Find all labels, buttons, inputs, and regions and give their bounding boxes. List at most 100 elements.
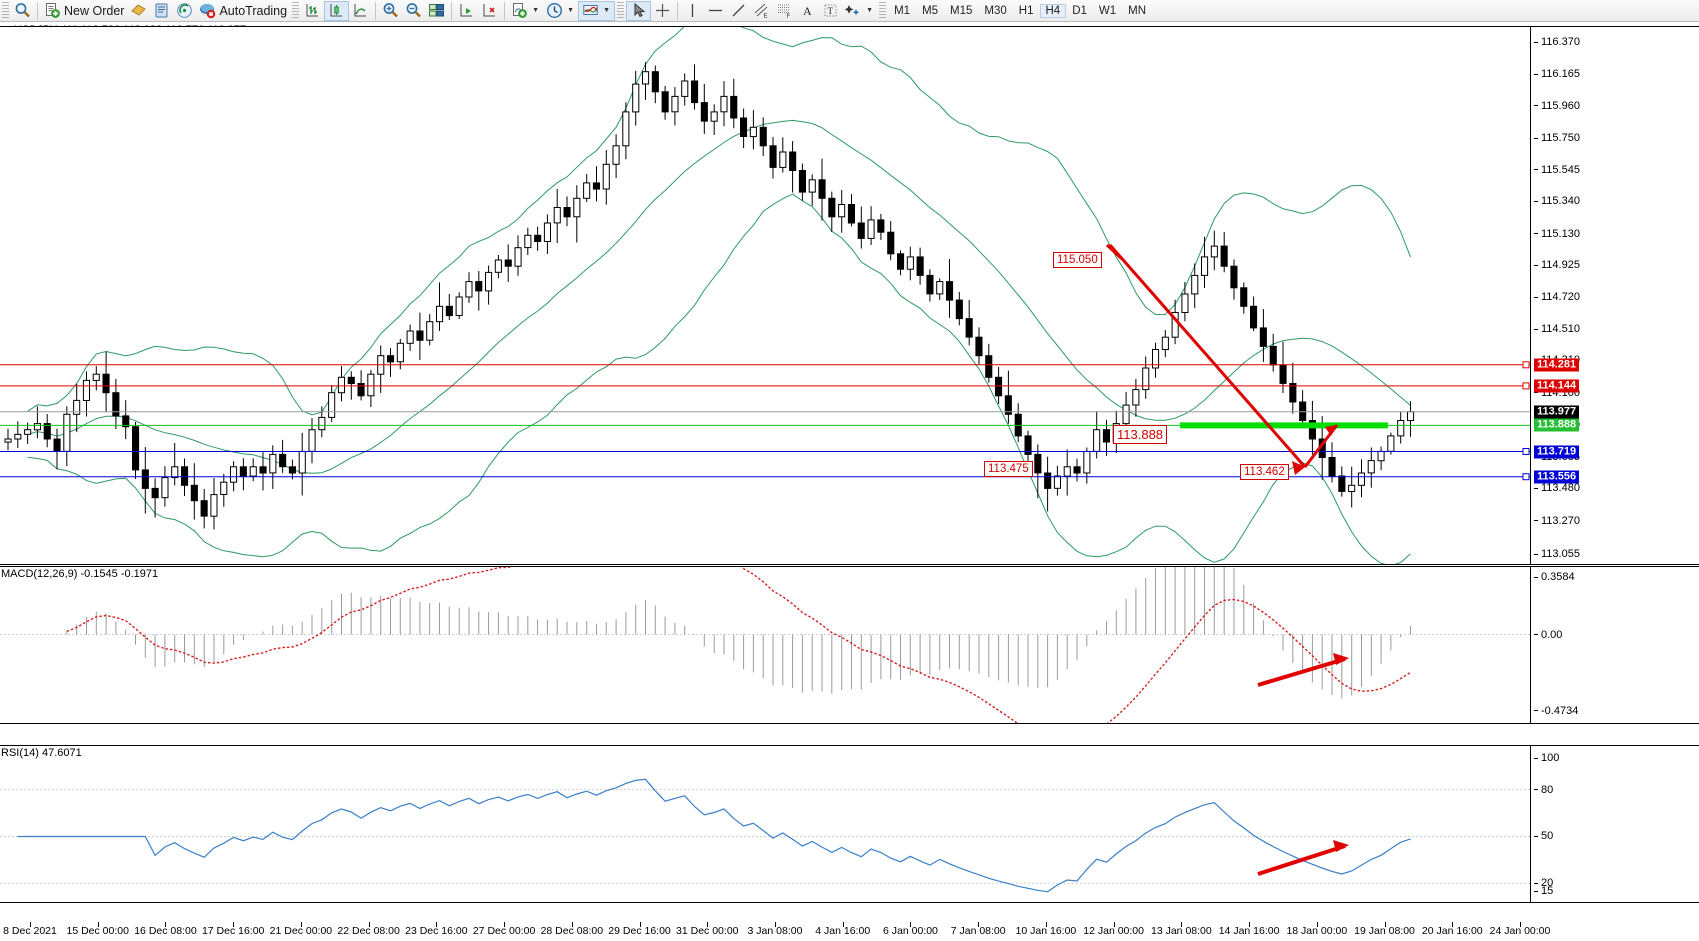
shapes-chevron-down-icon[interactable]: ▼	[866, 7, 874, 14]
trendline-button[interactable]	[727, 1, 750, 21]
templates-chevron-down-icon[interactable]: ▼	[603, 7, 611, 14]
time-label: 4 Jan 16:00	[815, 925, 871, 937]
swing-low-right-label[interactable]: 113.462	[1240, 464, 1289, 480]
macd-tick: -0.4734	[1534, 705, 1578, 717]
shapes-button[interactable]: ▼	[842, 1, 877, 21]
text-label-icon: T	[822, 2, 839, 19]
support-line-price-label[interactable]: 113.888	[1534, 418, 1580, 432]
timeframe-mn[interactable]: MN	[1128, 4, 1147, 17]
metaeditor-button[interactable]	[150, 1, 173, 21]
toolbar-separator-3	[451, 1, 453, 20]
price-plot-area[interactable]	[0, 27, 1699, 564]
chart-shift-button[interactable]	[455, 1, 478, 21]
macd-tick: 0.00	[1534, 629, 1562, 641]
blue-line-2-price-label[interactable]: 113.556	[1534, 470, 1580, 484]
fibonacci-button[interactable]: F	[773, 1, 796, 21]
cursor-button[interactable]	[626, 0, 652, 21]
timeframe-m15[interactable]: M15	[950, 4, 973, 17]
timeframe-m30[interactable]: M30	[984, 4, 1007, 17]
macd-tick: 0.3584	[1534, 571, 1575, 583]
swing-low-left-label[interactable]: 113.475	[984, 461, 1033, 477]
time-label: 31 Dec 00:00	[676, 925, 739, 937]
time-label: 7 Jan 08:00	[950, 925, 1006, 937]
blue-line-1-price-label[interactable]: 113.719	[1534, 445, 1580, 458]
toolbar-grip-4[interactable]	[879, 1, 887, 20]
macd-pane[interactable]: MACD(12,26,9) -0.1545 -0.1971 0.3584 0.00…	[0, 566, 1699, 724]
toolbar-separator-4	[504, 1, 506, 20]
rsi-tick: 50	[1534, 830, 1553, 842]
indicators-chevron-down-icon[interactable]: ▼	[532, 7, 540, 14]
time-tick	[1181, 922, 1183, 927]
timeframe-h1[interactable]: H1	[1018, 4, 1034, 17]
horizontal-line-button[interactable]	[704, 1, 727, 21]
svg-text:E: E	[764, 14, 768, 20]
candlestick-chart-icon	[328, 2, 345, 19]
time-label: 17 Dec 16:00	[201, 925, 265, 937]
auto-scroll-button[interactable]	[478, 1, 501, 21]
new-order-button[interactable]: New Order	[41, 1, 127, 21]
rsi-tick: 100	[1534, 752, 1559, 764]
time-tick	[910, 922, 912, 927]
toolbar-grip-3[interactable]	[617, 1, 625, 20]
time-tick	[165, 922, 167, 927]
resistance-line-price-label[interactable]: 114.281	[1534, 358, 1580, 372]
resistance-line-price-label[interactable]: 114.144	[1534, 379, 1580, 393]
price-axis-line	[1530, 27, 1531, 564]
time-tick	[1113, 922, 1115, 927]
time-label: 23 Dec 16:00	[405, 925, 468, 937]
zoom-tool-left-icon[interactable]	[11, 1, 34, 21]
autotrading-button[interactable]: AutoTrading	[196, 1, 290, 21]
rsi-pane[interactable]: RSI(14) 47.6071 100 80 50 20 15	[0, 745, 1699, 903]
zoom-in-button[interactable]	[379, 1, 402, 21]
line-chart-button[interactable]	[349, 1, 372, 21]
time-tick	[707, 922, 709, 927]
vertical-line-button[interactable]	[681, 1, 704, 21]
clock-icon	[546, 2, 563, 19]
timeframe-m1[interactable]: M1	[894, 4, 911, 17]
bar-chart-button[interactable]	[301, 1, 324, 21]
price-tick: 113.480	[1534, 482, 1580, 494]
autotrading-icon	[199, 2, 216, 19]
text-button[interactable]: A	[796, 1, 819, 21]
time-tick	[436, 922, 438, 927]
timeframe-w1[interactable]: W1	[1098, 4, 1117, 17]
toolbar-grip-2[interactable]	[292, 1, 300, 20]
signals-button[interactable]	[173, 1, 196, 21]
price-chart-pane[interactable]: 116.370 116.165 115.960 115.750 115.545 115.3…	[0, 26, 1699, 565]
time-label: 18 Jan 00:00	[1286, 925, 1348, 937]
timeframe-d1[interactable]: D1	[1072, 4, 1087, 17]
templates-button[interactable]: ▼	[578, 0, 616, 21]
templates-icon	[582, 2, 599, 19]
horizontal-line-icon	[707, 2, 724, 19]
price-tick: 116.370	[1534, 36, 1580, 48]
toolbar-separator-2	[375, 1, 377, 20]
timeframe-h4[interactable]: H4	[1039, 3, 1067, 18]
time-label: 21 Dec 00:00	[269, 925, 333, 937]
swing-high-label[interactable]: 115.050	[1053, 252, 1102, 268]
rsi-plot	[0, 778, 1530, 893]
equidistant-channel-button[interactable]: E	[750, 1, 773, 21]
price-tick: 115.545	[1534, 164, 1580, 176]
candlestick-chart-button[interactable]	[324, 0, 350, 21]
time-tick	[504, 922, 506, 927]
zoom-out-button[interactable]	[402, 1, 425, 21]
current-support-label[interactable]: 113.888	[1113, 425, 1168, 444]
time-tick	[775, 922, 776, 927]
crosshair-button[interactable]	[651, 1, 674, 21]
expert-advisor-button[interactable]	[127, 1, 150, 21]
indicators-icon	[511, 2, 528, 19]
timeframe-m5[interactable]: M5	[922, 4, 939, 17]
time-tick	[1045, 922, 1047, 927]
tile-windows-button[interactable]	[425, 1, 448, 21]
period-chevron-down-icon[interactable]: ▼	[567, 7, 575, 14]
vertical-line-icon	[684, 2, 701, 19]
text-label-button[interactable]: T	[819, 1, 842, 21]
cursor-icon	[630, 2, 647, 19]
toolbar-grip[interactable]	[2, 1, 9, 20]
bid-price-price-label[interactable]: 113.977	[1534, 405, 1580, 419]
indicators-button[interactable]: ▼	[508, 1, 543, 21]
period-button[interactable]: ▼	[543, 1, 578, 21]
new-order-label: New Order	[64, 3, 125, 18]
price-scale[interactable]: 116.370 116.165 115.960 115.750 115.545 115.3…	[1534, 27, 1699, 564]
time-axis[interactable]: 8 Dec 2021 15 Dec 00:00 16 Dec 08:00 17 Dec…	[0, 922, 1699, 941]
